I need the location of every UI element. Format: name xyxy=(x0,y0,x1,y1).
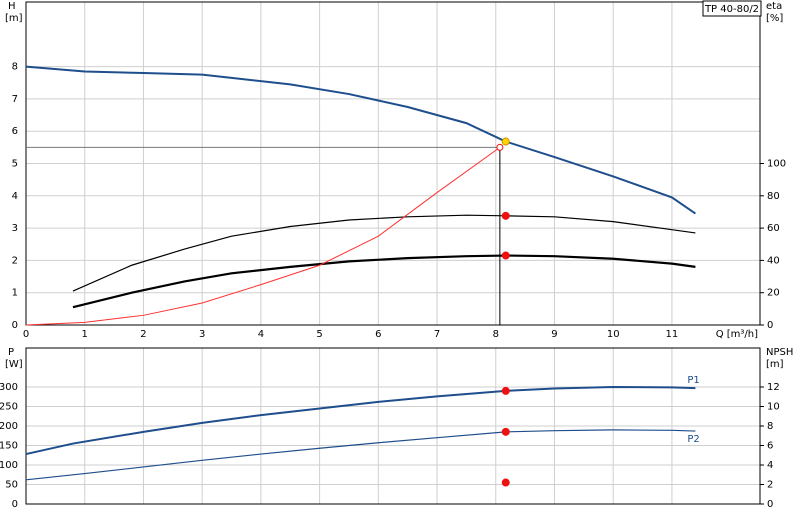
y-tick-label: 250 xyxy=(0,402,18,413)
curve xyxy=(25,65,696,215)
y-axis-unit: [W] xyxy=(5,359,23,370)
operating-point xyxy=(501,137,510,146)
y2-tick-label: 80 xyxy=(767,191,780,202)
x-tick-label: 4 xyxy=(258,329,264,340)
y-tick-label: 0 xyxy=(12,499,18,510)
y2-tick-label: 100 xyxy=(767,159,786,170)
y-tick-label: 1 xyxy=(12,288,18,299)
x-tick-label: 5 xyxy=(316,329,322,340)
x-tick-label: 3 xyxy=(199,329,205,340)
curve xyxy=(25,146,501,326)
y-tick-label: 3 xyxy=(12,223,18,234)
y2-tick-label: 0 xyxy=(767,499,773,510)
operating-point xyxy=(501,478,510,487)
y-tick-label: 50 xyxy=(5,480,18,491)
y2-tick-label: 8 xyxy=(767,421,773,432)
duty-point xyxy=(496,143,504,151)
y2-tick-label: 2 xyxy=(767,480,773,491)
y-tick-label: 0 xyxy=(12,320,18,331)
x-tick-label: 7 xyxy=(434,329,440,340)
y-axis-label: P xyxy=(8,347,14,358)
y-tick-label: 2 xyxy=(12,255,18,266)
y2-axis-label: eta xyxy=(766,1,782,12)
plot-frame xyxy=(25,347,761,505)
operating-point xyxy=(501,427,510,436)
y-tick-label: 6 xyxy=(12,126,18,137)
x-tick-label: 11 xyxy=(666,329,679,340)
y2-tick-label: 10 xyxy=(767,402,780,413)
series-label: P1 xyxy=(687,375,699,386)
curve xyxy=(72,214,696,292)
plot-frame xyxy=(25,1,761,326)
y-tick-label: 4 xyxy=(12,191,18,202)
y2-axis-unit: [%] xyxy=(766,13,783,24)
x-axis-label: Q [m³/h] xyxy=(716,329,758,340)
curve xyxy=(25,385,696,456)
y-tick-label: 5 xyxy=(12,159,18,170)
y2-tick-label: 0 xyxy=(767,320,773,331)
x-tick-label: 6 xyxy=(375,329,381,340)
x-tick-label: 10 xyxy=(607,329,620,340)
x-tick-label: 9 xyxy=(551,329,557,340)
y-tick-label: 300 xyxy=(0,382,18,393)
y2-tick-label: 60 xyxy=(767,223,780,234)
y-tick-label: 200 xyxy=(0,421,18,432)
y2-axis-unit: [m] xyxy=(766,359,784,370)
operating-point xyxy=(501,386,510,395)
curve xyxy=(25,429,696,481)
y-axis-label: H xyxy=(8,1,16,12)
y2-tick-label: 20 xyxy=(767,288,780,299)
y2-tick-label: 12 xyxy=(767,382,780,393)
x-tick-label: 0 xyxy=(23,329,29,340)
series-label: P2 xyxy=(687,434,699,445)
y-tick-label: 8 xyxy=(12,62,18,73)
operating-point xyxy=(501,251,510,260)
operating-point xyxy=(501,211,510,220)
y-axis-unit: [m] xyxy=(5,13,23,24)
y2-tick-label: 40 xyxy=(767,255,780,266)
y2-tick-label: 6 xyxy=(767,441,773,452)
x-tick-label: 8 xyxy=(493,329,499,340)
x-tick-label: 2 xyxy=(140,329,146,340)
curve xyxy=(72,254,696,309)
title-box xyxy=(702,0,762,17)
y2-axis-label: NPSH xyxy=(766,347,793,358)
y-tick-label: 100 xyxy=(0,460,18,471)
y-tick-label: 150 xyxy=(0,441,18,452)
y-tick-label: 7 xyxy=(12,94,18,105)
x-tick-label: 1 xyxy=(82,329,88,340)
y2-tick-label: 4 xyxy=(767,460,773,471)
chart-title: TP 40-80/2 xyxy=(704,4,759,15)
